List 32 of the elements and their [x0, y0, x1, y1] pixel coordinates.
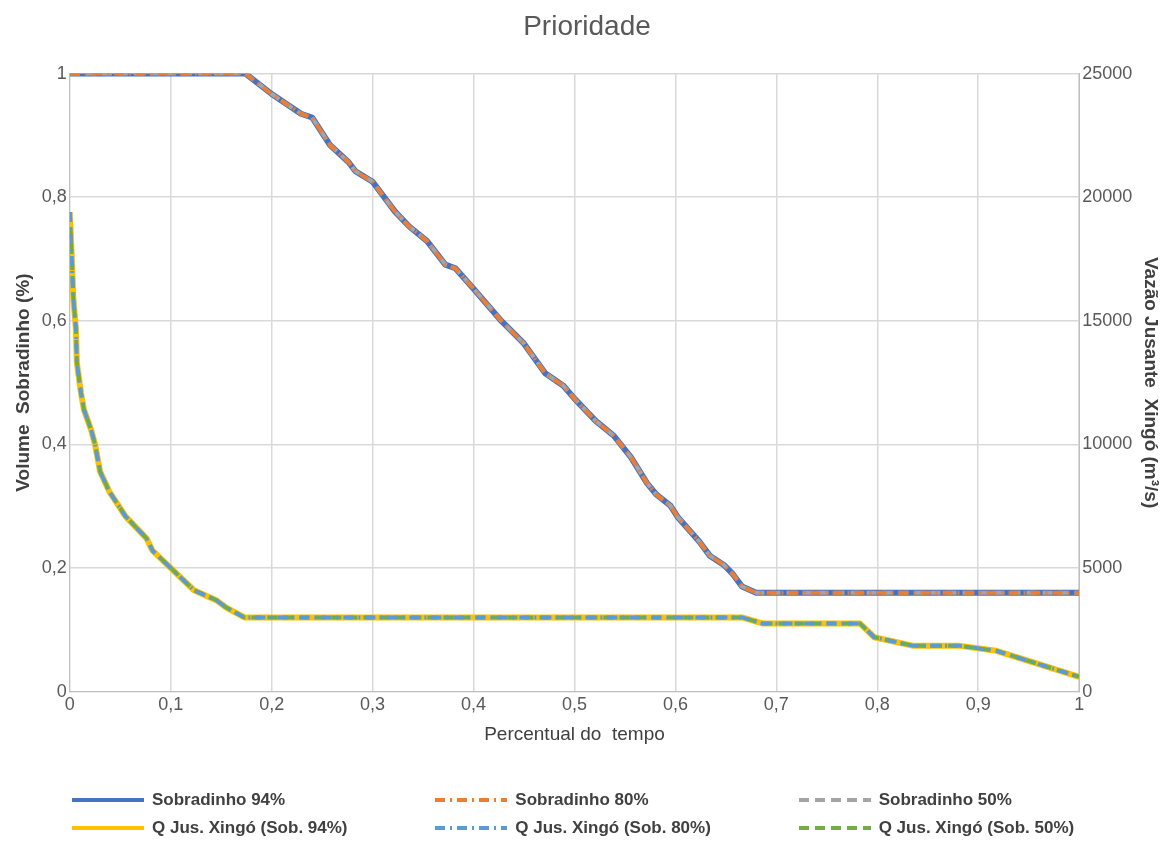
x-tick-label: 0,1 — [158, 694, 184, 715]
y2-axis-title: Vazão Jusante Xingó (m³/s) — [1141, 256, 1163, 509]
x-tick-label: 0,6 — [662, 694, 688, 715]
legend-label: Q Jus. Xingó (Sob. 80%) — [515, 818, 711, 838]
y-tick-label: 1 — [56, 62, 67, 83]
y-tick-label: 0,2 — [41, 556, 67, 577]
y2-tick-label: 20000 — [1082, 186, 1133, 207]
y2-tick-label: 10000 — [1082, 433, 1133, 454]
x-tick-label: 0,4 — [461, 694, 487, 715]
x-tick-label: 0,9 — [965, 694, 991, 715]
y-tick-label: 0,8 — [41, 186, 67, 207]
y2-tick-label: 5000 — [1082, 556, 1123, 577]
x-tick-label: 0,7 — [763, 694, 789, 715]
y-tick-label: 0,4 — [41, 433, 67, 454]
x-axis-title: Percentual do tempo — [484, 722, 665, 744]
y2-tick-label: 25000 — [1082, 62, 1133, 83]
legend-label: Sobradinho 80% — [515, 790, 649, 810]
y-tick-label: 0 — [56, 680, 67, 701]
y-axis-title: Volume Sobradinho (%) — [11, 273, 33, 492]
x-tick-label: 0,2 — [259, 694, 285, 715]
x-tick-label: 0,8 — [864, 694, 890, 715]
x-tick-label: 0,5 — [561, 694, 587, 715]
x-tick-label: 0,3 — [360, 694, 386, 715]
y2-tick-label: 0 — [1082, 680, 1093, 701]
y2-tick-label: 15000 — [1082, 309, 1133, 330]
legend-label: Q Jus. Xingó (Sob. 50%) — [878, 818, 1075, 838]
y-tick-label: 0,6 — [41, 309, 67, 330]
legend-label: Sobradinho 94% — [152, 790, 286, 810]
x-tick-label: 1 — [1074, 694, 1085, 715]
legend-label: Q Jus. Xingó (Sob. 94%) — [152, 818, 348, 838]
chart-title: Prioridade — [523, 9, 651, 41]
legend-label: Sobradinho 50% — [878, 790, 1012, 810]
